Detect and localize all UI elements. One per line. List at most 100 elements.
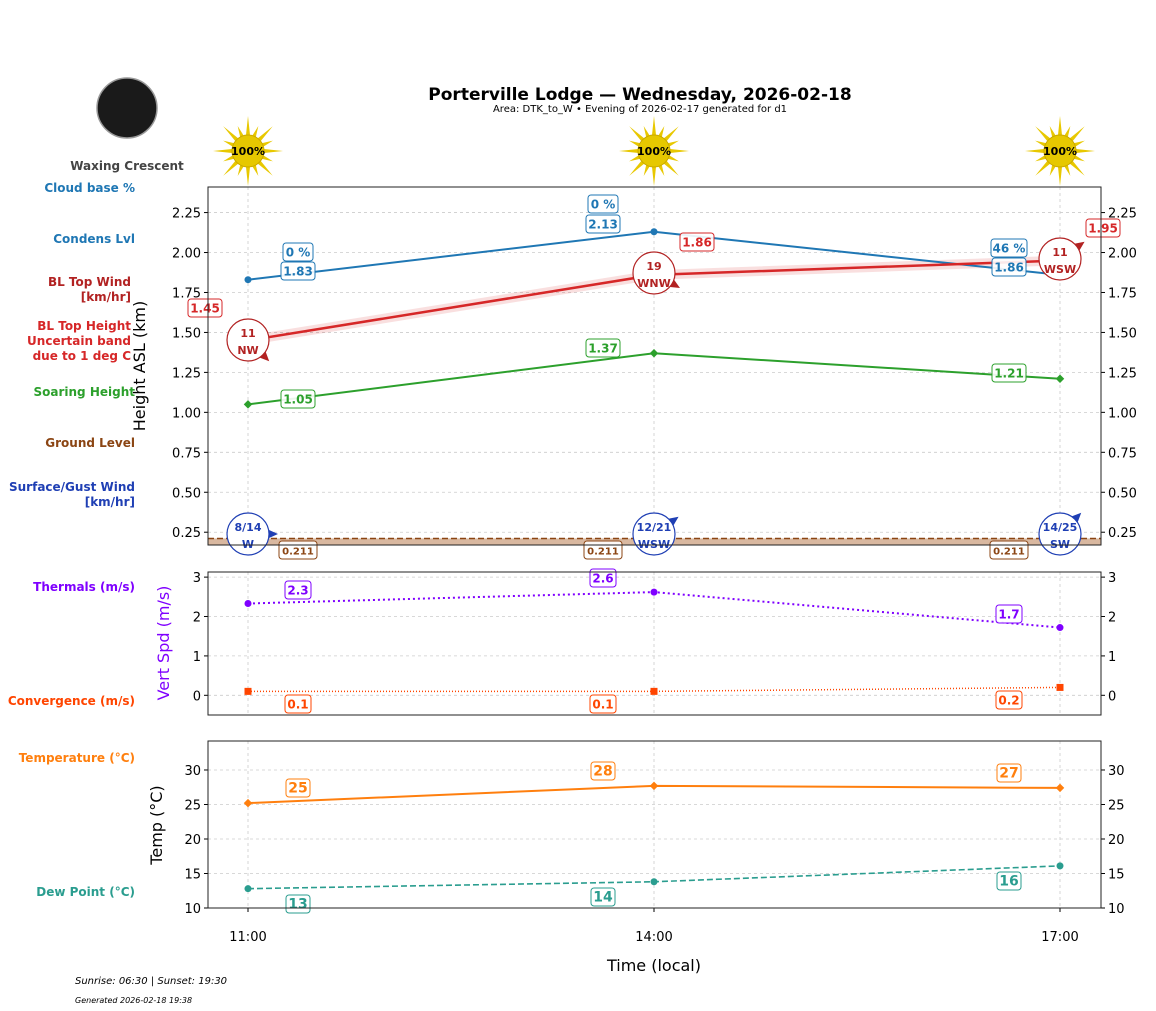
y-tick-label-right: 25 xyxy=(1108,798,1125,813)
dew-point-label: 13 xyxy=(285,894,311,914)
svg-text:46 %: 46 % xyxy=(993,242,1026,256)
chart-subtitle: Area: DTK_to_W • Evening of 2026-02-17 g… xyxy=(493,104,787,115)
y-tick-label-right: 0.75 xyxy=(1108,446,1137,461)
wind-arrow-icon xyxy=(668,516,679,526)
svg-text:25: 25 xyxy=(288,781,307,797)
svg-text:1.86: 1.86 xyxy=(994,261,1024,275)
svg-text:0 %: 0 % xyxy=(286,246,311,260)
y-tick-label-right: 30 xyxy=(1108,764,1125,779)
thermals-label: 2.6 xyxy=(589,568,617,588)
condens-point xyxy=(244,276,252,284)
temperature-point xyxy=(243,798,253,808)
y-axis-label: Height ASL (km) xyxy=(130,301,149,431)
y-tick-label: 1.00 xyxy=(172,406,201,421)
soaring-label: 1.21 xyxy=(991,363,1027,383)
y-tick-label-right: 2.00 xyxy=(1108,247,1137,262)
legend-label: Ground Level xyxy=(45,436,135,450)
condens-label: 1.86 xyxy=(991,257,1027,277)
y-tick-label-right: 20 xyxy=(1108,833,1125,848)
y-tick-label: 2.25 xyxy=(172,207,201,222)
svg-text:0.2: 0.2 xyxy=(998,694,1019,708)
wind-arrow-icon xyxy=(1074,241,1085,251)
svg-text:1.95: 1.95 xyxy=(1088,222,1118,236)
condens-label: 1.83 xyxy=(280,261,316,281)
dew-point-point xyxy=(650,878,658,886)
thermals-point xyxy=(244,600,252,608)
convergence-point xyxy=(650,687,658,695)
temperature-point xyxy=(649,781,659,791)
y-tick-label: 0.75 xyxy=(172,446,201,461)
x-tick-label: 11:00 xyxy=(229,930,266,945)
surface-wind-barb: 8/14W xyxy=(226,512,278,556)
y-tick-label: 15 xyxy=(184,867,201,882)
y-tick-label: 0.25 xyxy=(172,526,201,541)
convergence-point xyxy=(244,687,252,695)
panel-frame xyxy=(207,571,1102,716)
temperature-label: 28 xyxy=(590,761,616,781)
moon-phase-label: Waxing Crescent xyxy=(70,159,184,173)
svg-text:27: 27 xyxy=(999,766,1018,782)
soaring-label: 1.37 xyxy=(585,338,621,358)
y-tick-label-right: 0.50 xyxy=(1108,486,1137,501)
y-tick-label-right: 0 xyxy=(1108,689,1116,704)
y-tick-label: 10 xyxy=(184,902,201,917)
svg-text:NW: NW xyxy=(237,344,258,357)
generated-timestamp: Generated 2026-02-18 19:38 xyxy=(75,996,192,1005)
sun-cover-label: 100% xyxy=(231,145,265,158)
svg-text:WNW: WNW xyxy=(637,277,670,290)
thermals-label: 2.3 xyxy=(284,580,312,600)
svg-text:19: 19 xyxy=(646,260,661,273)
y-tick-label-right: 1.75 xyxy=(1108,286,1137,301)
y-tick-label: 20 xyxy=(184,833,201,848)
legend-label: Condens Lvl xyxy=(53,232,135,246)
svg-text:WSW: WSW xyxy=(1044,263,1076,276)
svg-text:0.211: 0.211 xyxy=(282,547,314,558)
y-tick-label: 2.00 xyxy=(172,247,201,262)
svg-text:2.3: 2.3 xyxy=(287,584,308,598)
y-tick-label-right: 2.25 xyxy=(1108,207,1137,222)
y-tick-label: 30 xyxy=(184,764,201,779)
temperature-label: 25 xyxy=(285,778,311,798)
legend-label: Temperature (°C) xyxy=(19,751,135,765)
svg-text:14/25: 14/25 xyxy=(1043,521,1078,534)
svg-text:16: 16 xyxy=(999,874,1018,890)
panel-frame xyxy=(207,740,1102,909)
x-tick-label: 17:00 xyxy=(1041,930,1078,945)
soaring-line xyxy=(247,352,1061,406)
legend-label: Soaring Height xyxy=(34,385,136,399)
y-tick-label-right: 1 xyxy=(1108,650,1116,665)
svg-text:1.45: 1.45 xyxy=(190,302,220,316)
temperature-label: 27 xyxy=(996,763,1022,783)
y-tick-label: 0 xyxy=(193,689,201,704)
convergence-point xyxy=(1056,683,1064,691)
ground-label: 0.211 xyxy=(278,540,318,560)
y-tick-label: 25 xyxy=(184,798,201,813)
legend-label: BL Top Wind xyxy=(48,275,131,289)
convergence-label: 0.2 xyxy=(995,690,1023,710)
svg-text:14: 14 xyxy=(593,890,613,906)
svg-text:0.211: 0.211 xyxy=(587,547,619,558)
svg-text:0.1: 0.1 xyxy=(287,698,308,712)
x-axis-label: Time (local) xyxy=(606,956,701,975)
svg-text:1.83: 1.83 xyxy=(283,265,313,279)
sun-cover-label: 100% xyxy=(637,145,671,158)
sun-icon: 100% xyxy=(213,116,283,186)
y-tick-label-right: 1.25 xyxy=(1108,366,1137,381)
sun-icon: 100% xyxy=(619,116,689,186)
legend-label: Surface/Gust Wind xyxy=(9,480,135,494)
condens-label: 2.13 xyxy=(585,214,621,234)
y-tick-label-right: 3 xyxy=(1108,571,1116,586)
y-tick-label: 1.50 xyxy=(172,326,201,341)
temperature-point xyxy=(1055,783,1065,793)
bl-top-wind-barb: 11 WSW xyxy=(1038,237,1085,281)
svg-text:1.21: 1.21 xyxy=(994,367,1024,381)
svg-text:13: 13 xyxy=(288,897,307,913)
bl-top-label: 1.45 xyxy=(187,298,223,318)
y-axis-label: Vert Spd (m/s) xyxy=(154,586,173,701)
y-tick-label: 1.25 xyxy=(172,366,201,381)
soaring-label: 1.05 xyxy=(280,389,316,409)
panel-frame xyxy=(207,186,1102,546)
wind-arrow-icon xyxy=(1072,512,1082,522)
sun-icon: 100% xyxy=(1025,116,1095,186)
legend-label: due to 1 deg C xyxy=(33,349,132,363)
